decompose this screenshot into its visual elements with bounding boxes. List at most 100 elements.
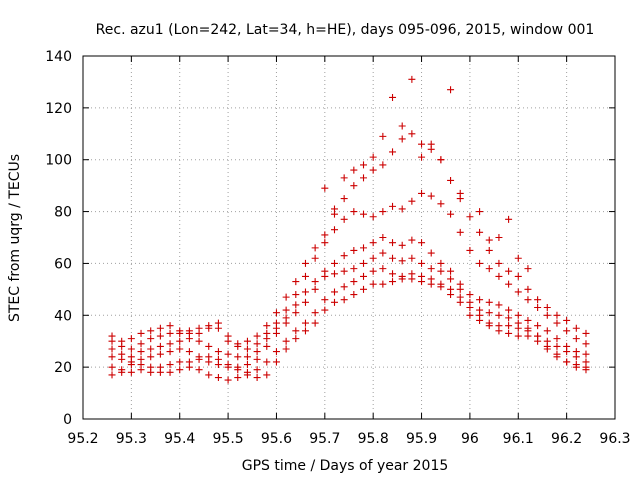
data-point <box>205 342 213 350</box>
data-point <box>379 249 387 257</box>
data-point <box>263 371 271 379</box>
data-point <box>476 296 484 304</box>
data-point <box>166 329 174 337</box>
data-point <box>553 311 561 319</box>
data-point <box>379 208 387 216</box>
data-point <box>543 345 551 353</box>
data-point <box>330 270 338 278</box>
data-point <box>505 322 513 330</box>
data-point <box>563 316 571 324</box>
data-point <box>389 93 397 101</box>
x-tick-label: 95.3 <box>116 431 147 447</box>
data-point <box>369 267 377 275</box>
data-point <box>311 278 319 286</box>
data-point <box>272 348 280 356</box>
data-point <box>447 86 455 94</box>
data-point <box>427 275 435 283</box>
data-point <box>524 316 532 324</box>
data-point <box>485 309 493 317</box>
series-arc-mid-a <box>108 249 590 371</box>
data-point <box>118 366 126 374</box>
series-arc-low-b <box>108 265 590 376</box>
series-arc-high-b <box>108 130 590 348</box>
data-point <box>418 272 426 280</box>
data-point <box>282 293 290 301</box>
y-tick-label: 0 <box>63 412 72 428</box>
data-point <box>166 322 174 330</box>
data-point <box>156 324 164 332</box>
data-point <box>534 304 542 312</box>
data-point <box>205 324 213 332</box>
y-tick-label: 140 <box>45 49 72 65</box>
data-point <box>369 254 377 262</box>
y-tick-label: 20 <box>54 360 72 376</box>
data-point <box>466 291 474 299</box>
y-tick-label: 60 <box>54 256 72 272</box>
data-point <box>311 244 319 252</box>
data-point <box>466 298 474 306</box>
data-point <box>369 239 377 247</box>
data-point <box>185 358 193 366</box>
data-point <box>205 358 213 366</box>
data-point <box>495 259 503 267</box>
series-arc-peak <box>321 75 532 273</box>
data-point <box>301 272 309 280</box>
data-point <box>379 132 387 140</box>
data-point <box>292 309 300 317</box>
data-point <box>514 332 522 340</box>
data-point <box>292 327 300 335</box>
data-point <box>563 358 571 366</box>
data-points <box>108 75 590 384</box>
data-point <box>476 228 484 236</box>
data-point <box>214 348 222 356</box>
data-point <box>360 259 368 267</box>
data-point <box>243 337 251 345</box>
data-point <box>224 363 232 371</box>
data-point <box>447 210 455 218</box>
grid-lines <box>83 56 615 419</box>
data-point <box>495 301 503 309</box>
x-tick-label: 96.1 <box>503 431 534 447</box>
data-point <box>408 197 416 205</box>
data-point <box>301 319 309 327</box>
data-point <box>456 228 464 236</box>
data-point <box>301 298 309 306</box>
data-point <box>466 213 474 221</box>
data-point <box>379 265 387 273</box>
data-point <box>582 329 590 337</box>
data-point <box>572 324 580 332</box>
data-point <box>418 153 426 161</box>
data-point <box>553 353 561 361</box>
data-point <box>389 239 397 247</box>
data-point <box>505 267 513 275</box>
data-point <box>398 272 406 280</box>
data-point <box>127 353 135 361</box>
data-point <box>350 246 358 254</box>
data-point <box>234 340 242 348</box>
data-point <box>369 280 377 288</box>
data-point <box>195 329 203 337</box>
data-point <box>330 288 338 296</box>
data-point <box>176 366 184 374</box>
data-point <box>243 368 251 376</box>
data-point <box>447 285 455 293</box>
data-point <box>360 272 368 280</box>
data-point <box>340 252 348 260</box>
data-point <box>572 348 580 356</box>
data-point <box>234 374 242 382</box>
data-point <box>379 234 387 241</box>
data-point <box>147 353 155 361</box>
data-point <box>389 148 397 156</box>
data-point <box>350 278 358 286</box>
data-point <box>137 348 145 356</box>
data-point <box>582 350 590 358</box>
data-point <box>282 314 290 322</box>
data-point <box>108 332 116 340</box>
data-point <box>156 363 164 371</box>
data-point <box>350 166 358 174</box>
data-point <box>466 311 474 319</box>
data-point <box>292 291 300 299</box>
data-point <box>195 337 203 345</box>
x-tick-label: 95.7 <box>309 431 340 447</box>
data-point <box>514 254 522 262</box>
